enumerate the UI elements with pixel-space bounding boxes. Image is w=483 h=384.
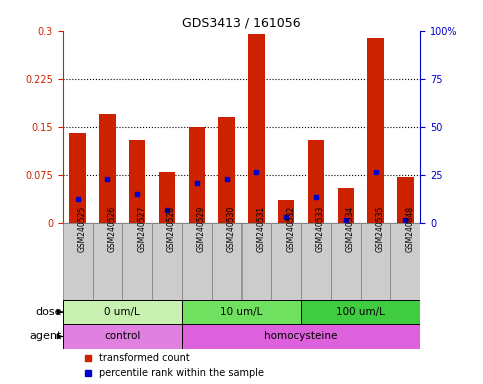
Bar bbox=[63, 300, 182, 324]
Text: 10 um/L: 10 um/L bbox=[220, 307, 263, 317]
Text: 100 um/L: 100 um/L bbox=[336, 307, 385, 317]
Text: agent: agent bbox=[30, 331, 62, 341]
Bar bbox=[278, 200, 294, 223]
Bar bbox=[93, 223, 122, 300]
Text: GSM240527: GSM240527 bbox=[137, 206, 146, 252]
Bar bbox=[397, 177, 413, 223]
Bar bbox=[218, 117, 235, 223]
Text: GSM240530: GSM240530 bbox=[227, 206, 236, 252]
Bar bbox=[122, 223, 152, 300]
Bar bbox=[361, 223, 390, 300]
Text: GSM240526: GSM240526 bbox=[108, 206, 116, 252]
Bar bbox=[159, 172, 175, 223]
Text: GSM240535: GSM240535 bbox=[376, 206, 384, 252]
Text: GSM240528: GSM240528 bbox=[167, 206, 176, 252]
Bar bbox=[212, 223, 242, 300]
Bar bbox=[70, 133, 86, 223]
Text: GSM240534: GSM240534 bbox=[346, 206, 355, 252]
Text: GSM240848: GSM240848 bbox=[405, 206, 414, 252]
Title: GDS3413 / 161056: GDS3413 / 161056 bbox=[182, 17, 301, 30]
Text: dose: dose bbox=[36, 307, 62, 317]
Text: control: control bbox=[104, 331, 141, 341]
Bar bbox=[331, 223, 361, 300]
Bar bbox=[63, 223, 93, 300]
Bar bbox=[248, 34, 265, 223]
Bar bbox=[63, 324, 182, 349]
Bar bbox=[182, 324, 420, 349]
Bar bbox=[189, 127, 205, 223]
Bar bbox=[182, 300, 301, 324]
Bar bbox=[271, 223, 301, 300]
Bar bbox=[338, 188, 354, 223]
Text: GSM240525: GSM240525 bbox=[78, 206, 86, 252]
Text: 0 um/L: 0 um/L bbox=[104, 307, 140, 317]
Text: GSM240533: GSM240533 bbox=[316, 206, 325, 252]
Text: GSM240532: GSM240532 bbox=[286, 206, 295, 252]
Bar bbox=[99, 114, 115, 223]
Bar bbox=[308, 140, 324, 223]
Bar bbox=[368, 38, 384, 223]
Bar bbox=[129, 140, 145, 223]
Text: percentile rank within the sample: percentile rank within the sample bbox=[99, 368, 264, 378]
Bar bbox=[301, 223, 331, 300]
Bar bbox=[152, 223, 182, 300]
Bar bbox=[390, 223, 420, 300]
Bar bbox=[301, 300, 420, 324]
Text: GSM240531: GSM240531 bbox=[256, 206, 265, 252]
Text: homocysteine: homocysteine bbox=[264, 331, 338, 341]
Text: transformed count: transformed count bbox=[99, 353, 189, 362]
Text: GSM240529: GSM240529 bbox=[197, 206, 206, 252]
Bar bbox=[242, 223, 271, 300]
Bar bbox=[182, 223, 212, 300]
